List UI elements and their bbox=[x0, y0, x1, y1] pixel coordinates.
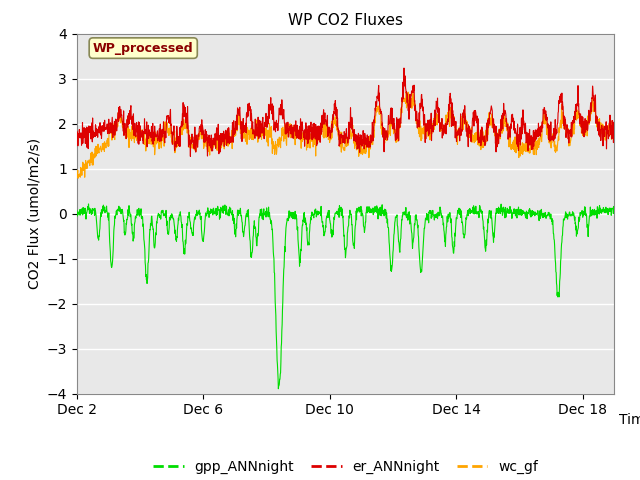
X-axis label: Time: Time bbox=[619, 413, 640, 427]
wc_gf bbox=[354, 141, 362, 147]
er_ANNnight bbox=[504, 126, 511, 132]
wc_gf bbox=[378, 126, 385, 132]
er_ANNnight bbox=[378, 109, 385, 115]
Line: er_ANNnight: er_ANNnight bbox=[77, 68, 614, 156]
wc_gf bbox=[611, 131, 618, 136]
wc_gf bbox=[172, 145, 180, 151]
er_ANNnight bbox=[354, 143, 362, 148]
er_ANNnight bbox=[73, 128, 81, 134]
er_ANNnight bbox=[172, 144, 180, 149]
Legend: gpp_ANNnight, er_ANNnight, wc_gf: gpp_ANNnight, er_ANNnight, wc_gf bbox=[147, 455, 544, 480]
gpp_ANNnight bbox=[611, 211, 618, 216]
gpp_ANNnight bbox=[324, 215, 332, 220]
er_ANNnight bbox=[400, 65, 408, 71]
er_ANNnight bbox=[186, 154, 194, 159]
gpp_ANNnight bbox=[172, 236, 180, 242]
Line: wc_gf: wc_gf bbox=[77, 92, 614, 178]
wc_gf bbox=[504, 121, 511, 127]
wc_gf bbox=[324, 133, 332, 139]
Y-axis label: CO2 Flux (umol/m2/s): CO2 Flux (umol/m2/s) bbox=[27, 138, 41, 289]
gpp_ANNnight bbox=[73, 207, 81, 213]
er_ANNnight bbox=[611, 119, 618, 125]
er_ANNnight bbox=[163, 120, 170, 126]
wc_gf bbox=[73, 175, 81, 180]
gpp_ANNnight bbox=[504, 205, 511, 211]
gpp_ANNnight bbox=[354, 208, 362, 214]
gpp_ANNnight bbox=[378, 213, 385, 218]
gpp_ANNnight bbox=[275, 386, 282, 392]
Title: WP CO2 Fluxes: WP CO2 Fluxes bbox=[288, 13, 403, 28]
Text: WP_processed: WP_processed bbox=[93, 42, 193, 55]
wc_gf bbox=[163, 123, 170, 129]
gpp_ANNnight bbox=[84, 201, 92, 207]
gpp_ANNnight bbox=[163, 222, 170, 228]
wc_gf bbox=[74, 175, 82, 181]
wc_gf bbox=[403, 89, 410, 95]
Line: gpp_ANNnight: gpp_ANNnight bbox=[77, 204, 614, 389]
er_ANNnight bbox=[324, 133, 332, 139]
